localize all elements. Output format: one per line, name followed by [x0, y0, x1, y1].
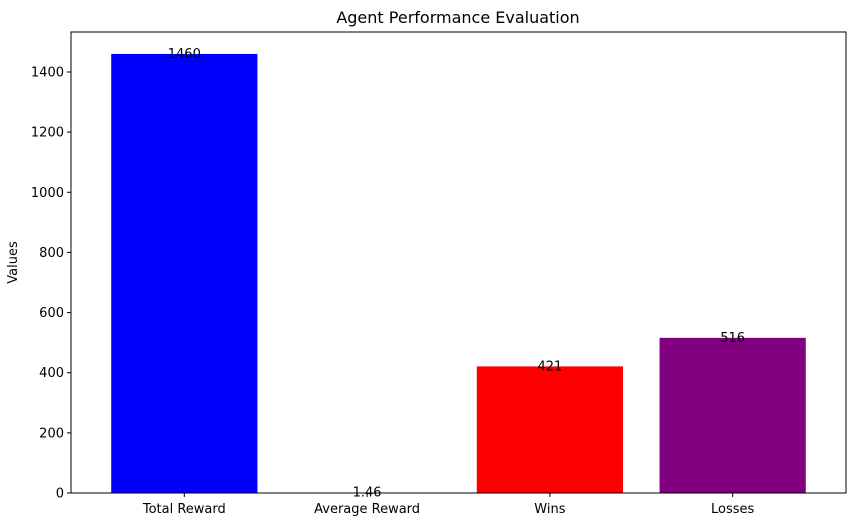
bars-group [111, 53, 806, 493]
y-tick-label: 1400 [31, 65, 64, 80]
y-tick-label: 1000 [31, 186, 64, 201]
bar-total-reward [111, 53, 258, 493]
plot-area-frame [70, 31, 847, 494]
y-tick-label: 600 [39, 306, 64, 321]
bar-wins [476, 366, 624, 493]
y-tick-label: 200 [39, 426, 64, 441]
x-tick-label: Losses [711, 502, 755, 517]
value-label: 1460 [168, 47, 201, 62]
x-tick-label: Average Reward [314, 502, 420, 517]
y-tick-label: 400 [39, 366, 64, 381]
chart-title: Agent Performance Evaluation [336, 8, 579, 27]
y-tick-label: 1200 [31, 126, 64, 141]
value-label: 421 [537, 359, 562, 374]
x-tick-label: Total Reward [142, 502, 226, 517]
y-axis-label: Values [6, 241, 21, 284]
y-tick-label: 0 [56, 487, 64, 502]
y-axis-ticks: 0 200 400 600 800 1000 1200 1400 [31, 65, 71, 502]
x-tick-label: Wins [534, 502, 565, 517]
x-axis-ticks: Total Reward Average Reward Wins Losses [142, 493, 755, 517]
y-tick-label: 800 [39, 246, 64, 261]
value-label: 516 [720, 331, 745, 346]
bar-losses [659, 337, 806, 493]
